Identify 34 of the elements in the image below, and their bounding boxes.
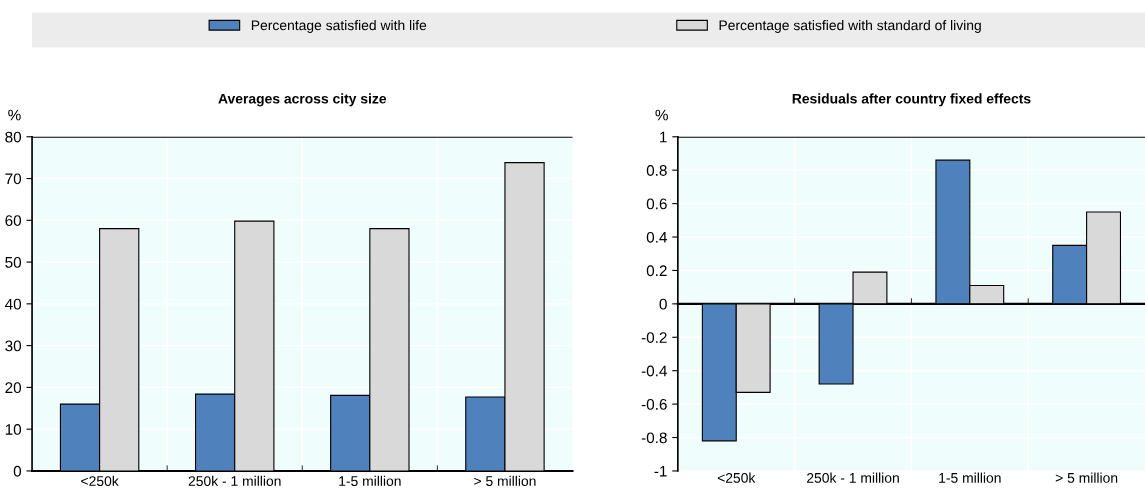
y-tick-label: 70 xyxy=(5,173,22,185)
y-tick-label: 10 xyxy=(5,424,22,435)
y-tick-label: 60 xyxy=(5,215,22,226)
y-tick-label: -0.8 xyxy=(641,432,667,444)
y-tick-label: 0.8 xyxy=(646,165,667,176)
y-tick-label: 0 xyxy=(13,465,22,477)
chart-title: Residuals after country fixed effects xyxy=(792,93,1031,107)
x-tick-label: <250k xyxy=(717,472,756,483)
x-tick-label: <250k xyxy=(81,475,119,486)
y-axis-title: % xyxy=(655,109,668,121)
x-tick-label: 250k - 1 million xyxy=(188,475,281,486)
legend-label: Percentage satisfied with standard of living xyxy=(719,20,981,33)
x-tick-label: > 5 million xyxy=(474,475,536,486)
y-tick-label: 80 xyxy=(5,131,22,143)
x-tick-label: 1-5 million xyxy=(939,472,1001,483)
y-tick-label: 50 xyxy=(5,256,22,268)
y-tick-label: 0 xyxy=(659,298,667,310)
y-tick-label: -0.4 xyxy=(641,365,667,377)
y-tick-label: 1 xyxy=(660,131,667,143)
x-tick-label: 1-5 million xyxy=(339,475,401,486)
y-axis-title: % xyxy=(8,109,21,121)
x-tick-label: 250k - 1 million xyxy=(807,472,899,483)
y-tick-label: -0.2 xyxy=(641,332,667,343)
y-tick-label: 0.4 xyxy=(646,231,667,243)
y-tick-label: 0.6 xyxy=(646,198,667,210)
y-tick-label: 40 xyxy=(5,298,22,310)
y-tick-label: -0.6 xyxy=(641,398,667,410)
y-tick-label: 0.2 xyxy=(646,265,667,277)
y-tick-label: -1 xyxy=(654,465,667,477)
x-tick-label: > 5 million xyxy=(1055,472,1118,483)
y-tick-label: 30 xyxy=(5,340,22,352)
legend-label: Percentage satisfied with life xyxy=(251,20,427,33)
y-tick-label: 20 xyxy=(5,382,22,394)
chart-title: Averages across city size xyxy=(218,93,387,107)
